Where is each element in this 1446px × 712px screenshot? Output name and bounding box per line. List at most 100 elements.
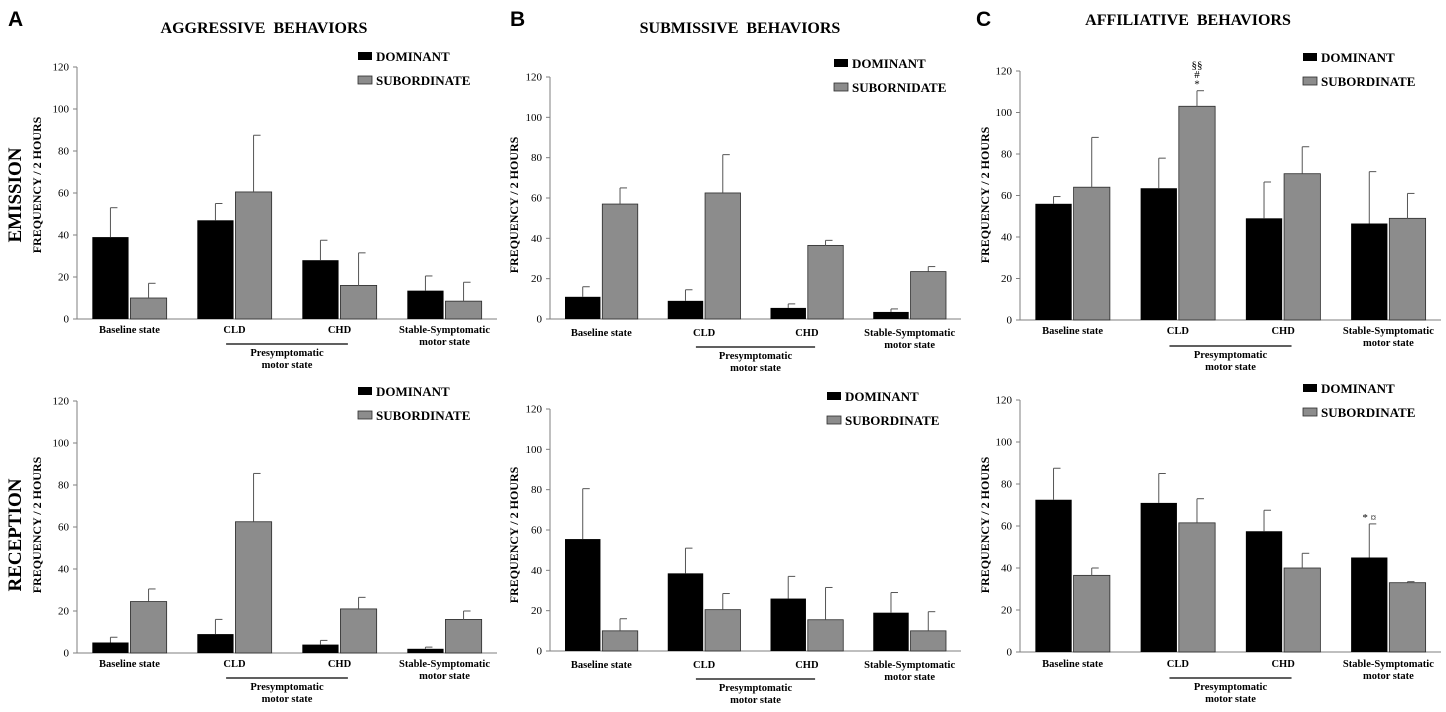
- category-label: Stable-Symptomatic: [864, 328, 955, 339]
- category-sublabel: motor state: [1363, 671, 1414, 682]
- bar-subordinate-3: [445, 619, 483, 654]
- bar-subordinate-1: [704, 609, 741, 652]
- y-tick-label: 20: [1001, 605, 1013, 617]
- legend-label: SUBORDINATE: [1321, 405, 1415, 420]
- bar-dominant-3: [873, 311, 909, 319]
- significance-mark: #: [1194, 69, 1200, 81]
- legend-swatch-subordinate: [826, 415, 842, 425]
- bar-dominant-1: [1140, 188, 1177, 320]
- bar-dominant-0: [92, 642, 129, 653]
- bar-subordinate-0: [130, 601, 168, 654]
- legend-swatch-dominant: [358, 52, 372, 60]
- bar-subordinate-3: [1388, 217, 1427, 321]
- y-tick-label: 120: [53, 396, 70, 408]
- category-label: CLD: [1167, 659, 1190, 670]
- bar-dominant-3: [873, 612, 909, 651]
- y-axis-label: FREQUENCY / 2 HOURS: [30, 116, 44, 253]
- y-tick-label: 120: [996, 395, 1013, 407]
- bar-dominant-1: [667, 573, 704, 651]
- legend-label: DOMINANT: [376, 49, 450, 64]
- y-axis-label: FREQUENCY / 2 HOURS: [978, 456, 992, 593]
- legend-label: DOMINANT: [1321, 381, 1395, 396]
- legend-swatch-subordinate: [1302, 76, 1318, 86]
- bar-subordinate-1: [1178, 522, 1216, 653]
- group-label: motor state: [730, 695, 781, 706]
- chart-panel-1: 0 20 40 60 80 100 120 FREQUENCY / 2 HOURS Baseli…: [507, 56, 961, 374]
- group-label: Presymptomatic: [250, 348, 324, 359]
- bar-subordinate-2: [807, 619, 844, 652]
- bar-subordinate-3: [1388, 582, 1427, 653]
- bar-dominant-3: [407, 648, 444, 653]
- column-title-submissive: SUBMISSIVE BEHAVIORS: [640, 20, 841, 37]
- legend-swatch-subordinate: [357, 75, 373, 85]
- chart-panels: 0 20 40 60 80 100 120 FREQUENCY / 2 HOURS Baseli…: [30, 49, 1441, 706]
- panel-letter-b: B: [510, 8, 525, 31]
- category-label: CHD: [795, 660, 819, 671]
- y-tick-label: 100: [526, 112, 543, 124]
- bar-dominant-1: [667, 300, 704, 319]
- category-label: CHD: [795, 328, 819, 339]
- column-title-aggressive: AGGRESSIVE BEHAVIORS: [161, 20, 368, 37]
- y-tick-label: 0: [64, 314, 70, 326]
- chart-panel-3: 0 20 40 60 80 100 120 FREQUENCY / 2 HOURS Baseli…: [30, 384, 497, 705]
- bar-dominant-2: [302, 260, 339, 319]
- category-label: Baseline state: [99, 325, 160, 336]
- y-tick-label: 100: [526, 444, 543, 456]
- legend-label: DOMINANT: [852, 56, 926, 71]
- bar-subordinate-0: [130, 297, 168, 320]
- group-label: Presymptomatic: [1194, 682, 1268, 693]
- bar-subordinate-3: [445, 300, 483, 320]
- bar-subordinate-0: [1073, 186, 1111, 321]
- category-sublabel: motor state: [884, 340, 935, 351]
- bar-subordinate-0: [601, 630, 639, 652]
- category-label: Stable-Symptomatic: [1343, 659, 1434, 670]
- y-axis-label: FREQUENCY / 2 HOURS: [507, 466, 521, 603]
- y-tick-label: 60: [58, 522, 70, 534]
- y-tick-label: 40: [1001, 232, 1013, 244]
- legend-label: DOMINANT: [376, 384, 450, 399]
- y-tick-label: 40: [531, 565, 543, 577]
- group-label: motor state: [1205, 362, 1256, 373]
- y-tick-label: 80: [58, 146, 70, 158]
- chart-panel-4: 0 20 40 60 80 100 120 FREQUENCY / 2 HOURS Baseli…: [507, 389, 961, 706]
- y-tick-label: 0: [64, 648, 70, 660]
- category-label: Baseline state: [1042, 326, 1103, 337]
- bar-subordinate-2: [340, 284, 378, 320]
- y-tick-label: 60: [531, 525, 543, 537]
- bar-dominant-0: [1035, 203, 1072, 320]
- bar-subordinate-0: [1073, 574, 1111, 653]
- category-label: Baseline state: [571, 660, 632, 671]
- bar-dominant-0: [92, 237, 129, 319]
- y-tick-label: 60: [58, 188, 70, 200]
- bar-dominant-2: [770, 307, 806, 319]
- y-tick-label: 60: [531, 193, 543, 205]
- bar-subordinate-3: [910, 630, 947, 652]
- y-axis-label: FREQUENCY / 2 HOURS: [507, 136, 521, 273]
- legend-label: DOMINANT: [845, 389, 919, 404]
- y-tick-label: 40: [1001, 563, 1013, 575]
- panel-letter-a: A: [8, 8, 23, 31]
- row-label-emission: EMISSION: [5, 147, 26, 242]
- bar-dominant-2: [302, 644, 339, 653]
- y-tick-label: 40: [531, 233, 543, 245]
- bar-dominant-2: [1245, 531, 1283, 652]
- y-tick-label: 60: [1001, 521, 1013, 533]
- category-label: Stable-Symptomatic: [1343, 326, 1434, 337]
- bar-dominant-2: [1245, 218, 1283, 320]
- y-tick-label: 20: [531, 605, 543, 617]
- legend-swatch-dominant: [358, 387, 372, 395]
- legend-swatch-dominant: [1303, 384, 1317, 392]
- y-tick-label: 80: [1001, 479, 1013, 491]
- bar-subordinate-3: [910, 271, 947, 320]
- legend-swatch-dominant: [834, 59, 848, 67]
- significance-mark: §§: [1191, 60, 1202, 72]
- bar-dominant-0: [565, 296, 601, 319]
- category-label: Stable-Symptomatic: [399, 325, 490, 336]
- bar-subordinate-0: [601, 203, 639, 320]
- panel-letter-c: C: [976, 8, 991, 31]
- bar-subordinate-1: [704, 192, 741, 320]
- bar-dominant-1: [197, 220, 234, 319]
- column-title-affiliative: AFFILIATIVE BEHAVIORS: [1085, 12, 1291, 29]
- legend-label: SUBORDINATE: [376, 408, 470, 423]
